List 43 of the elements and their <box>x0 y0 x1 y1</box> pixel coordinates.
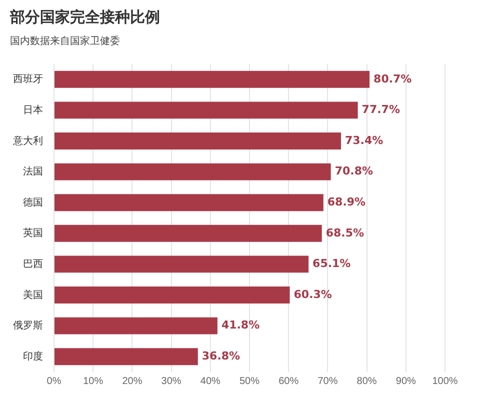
x-tick-label: 40% <box>200 376 221 387</box>
bar <box>54 70 370 88</box>
data-label: 70.8% <box>334 164 373 178</box>
x-tick-label: 90% <box>396 376 416 387</box>
data-label: 80.7% <box>374 72 412 86</box>
y-tick-label: 美国 <box>23 288 43 301</box>
y-tick-label: 日本 <box>23 104 43 116</box>
data-label: 60.3% <box>294 288 332 301</box>
x-tick-label: 80% <box>356 376 377 387</box>
y-tick-label: 法国 <box>23 166 43 178</box>
x-tick-label: 10% <box>83 376 104 387</box>
data-label: 77.7% <box>362 103 400 116</box>
y-tick-label: 英国 <box>23 227 43 240</box>
chart-subtitle: 国内数据来自国家卫健委 <box>10 34 120 48</box>
bar <box>54 348 198 366</box>
data-label: 41.8% <box>221 318 260 332</box>
x-tick-label: 70% <box>318 376 338 387</box>
y-tick-label: 俄罗斯 <box>13 320 43 332</box>
x-tick-label: 60% <box>278 376 299 387</box>
x-tick-label: 20% <box>122 376 142 387</box>
y-tick-label: 印度 <box>23 350 43 362</box>
x-tick-label: 30% <box>161 376 182 387</box>
x-tick-label: 0% <box>46 376 62 387</box>
bar <box>54 132 341 150</box>
bar <box>54 256 309 273</box>
data-label: 68.5% <box>326 226 364 240</box>
bar <box>54 163 331 180</box>
bar <box>54 194 324 212</box>
data-label: 73.4% <box>344 134 384 147</box>
bar <box>54 102 358 119</box>
bar <box>54 317 218 334</box>
y-tick-label: 意大利 <box>12 134 43 147</box>
chart-title: 部分国家完全接种比例 <box>10 8 160 27</box>
y-tick-label: 德国 <box>23 197 43 208</box>
y-tick-label: 西班牙 <box>13 73 43 86</box>
y-tick-label: 巴西 <box>23 258 43 270</box>
data-label: 65.1% <box>312 257 351 270</box>
bar <box>54 286 290 304</box>
x-tick-label: 50% <box>239 376 260 387</box>
data-label: 68.9% <box>327 195 366 208</box>
bar <box>54 224 322 242</box>
data-label: 36.8% <box>202 349 240 362</box>
x-tick-label: 100% <box>432 376 458 387</box>
